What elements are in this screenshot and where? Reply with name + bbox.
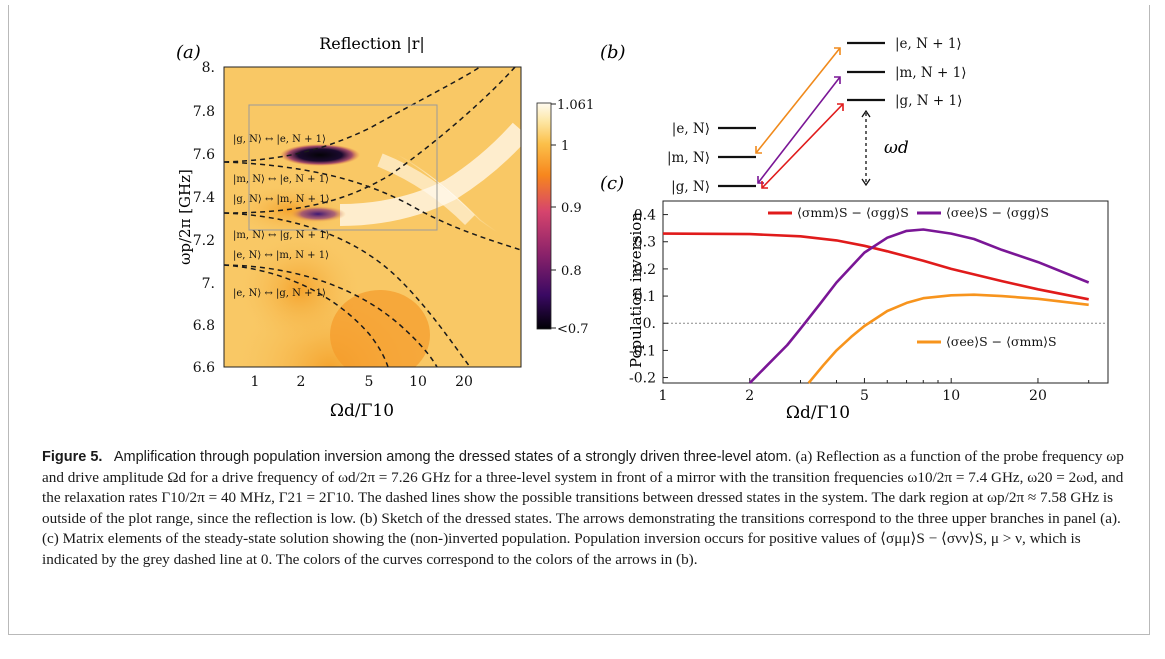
level-label: |e, N⟩ xyxy=(672,121,710,137)
colorbar-tick-label: 0.9 xyxy=(561,201,582,216)
y-tick-label: -0.2 xyxy=(629,371,656,387)
y-tick-label: 6.6 xyxy=(193,360,215,376)
x-tick-label: 1 xyxy=(659,388,668,404)
caption-label: Figure 5. xyxy=(42,449,103,465)
y-tick-label: 6.8 xyxy=(193,318,215,334)
panel-c-ylabel: Population inversion xyxy=(627,212,645,368)
panel-a: (a) Reflection |r| xyxy=(176,34,594,421)
transition-arrows xyxy=(755,47,844,189)
series-orange-line xyxy=(807,293,1089,384)
x-tick-label: 10 xyxy=(942,388,960,404)
panel-a-xlabel: Ωd/Γ10 xyxy=(330,401,394,421)
y-tick-label: 7.4 xyxy=(193,190,215,206)
colorbar-ticks: 1.061 1 0.9 0.8 <0.7 xyxy=(551,98,594,337)
level-label: |m, N⟩ xyxy=(667,150,710,166)
panel-a-label: (a) xyxy=(176,42,201,63)
x-tick-label: 20 xyxy=(455,374,473,390)
population-chart: 0.4 0.3 0.2 0.1 0. -0.1 -0.21 2 5 10 20 xyxy=(629,200,1109,404)
y-tick-label: 0.3 xyxy=(634,235,656,251)
transition-label: |g, N⟩ ↔ |e, N + 1⟩ xyxy=(233,134,326,145)
panel-a-title: Reflection |r| xyxy=(319,34,425,53)
plot-frame xyxy=(662,200,1109,384)
level-label: |e, N + 1⟩ xyxy=(895,36,962,52)
x-tick-label: 10 xyxy=(409,374,427,390)
y-tick-label: 7.8 xyxy=(193,104,215,120)
panel-b: (b) |e, N + 1⟩ |m, N + 1⟩ |g, N + 1⟩ |e,… xyxy=(600,36,967,195)
transition-label: |e, N⟩ ↔ |m, N + 1⟩ xyxy=(233,250,329,261)
arrow-purple xyxy=(757,76,841,184)
figure-caption: Figure 5. Amplification through populati… xyxy=(42,447,1132,571)
colorbar-tick-label: 0.8 xyxy=(561,264,582,279)
x-tick-label: 5 xyxy=(860,388,869,404)
panel-c-label: (c) xyxy=(600,173,624,194)
drive-label: ωd xyxy=(884,138,909,158)
legend-label: ⟨σee⟩S − ⟨σgg⟩S xyxy=(946,205,1049,220)
figure-frame xyxy=(8,5,1150,635)
x-tick-label: 2 xyxy=(297,374,306,390)
legend-label: ⟨σmm⟩S − ⟨σgg⟩S xyxy=(797,205,909,220)
heatmap-frame xyxy=(223,66,522,368)
series-purple-line xyxy=(748,228,1090,384)
reflection-heatmap: |g, N⟩ ↔ |e, N + 1⟩ |m, N⟩ ↔ |e, N + 1⟩ … xyxy=(224,67,521,367)
y-tick-label: 0.1 xyxy=(634,289,656,305)
colorbar xyxy=(536,102,552,330)
panel-a-ylabel: ωp/2π [GHz] xyxy=(176,169,194,265)
panel-c-xlabel: Ωd/Γ10 xyxy=(786,403,850,423)
x-tick-label: 20 xyxy=(1029,388,1047,404)
y-tick-label: 7.6 xyxy=(193,147,215,163)
y-tick-label: 0. xyxy=(643,316,656,332)
arrow-orange xyxy=(755,47,841,154)
level-label: |m, N + 1⟩ xyxy=(895,65,967,81)
panel-a-y-axis: 8. 7.8 7.6 7.4 7.2 7. 6.8 6.6 xyxy=(193,60,215,376)
y-tick-label: 0.2 xyxy=(634,262,656,278)
figure-graphic: (a) Reflection |r| xyxy=(176,34,1109,423)
y-tick-label: 7. xyxy=(202,276,215,292)
series-red-line xyxy=(662,232,1089,301)
x-tick-label: 5 xyxy=(365,374,374,390)
transition-label: |m, N⟩ ↔ |g, N + 1⟩ xyxy=(233,230,330,241)
y-tick-label: 8. xyxy=(202,60,215,76)
caption-title: Amplification through population inversi… xyxy=(113,449,792,465)
colorbar-tick-label: 1 xyxy=(561,139,569,154)
legend-label: ⟨σee⟩S − ⟨σmm⟩S xyxy=(946,334,1057,349)
panel-b-label: (b) xyxy=(600,42,626,63)
caption-body: (a) Reflection as a function of the prob… xyxy=(42,448,1124,568)
transition-label: |g, N⟩ ↔ |m, N + 1⟩ xyxy=(233,194,330,205)
panel-c: (c) Population inversion Ωd/Γ10 0.40.30.… xyxy=(600,173,1109,423)
x-tick-label: 2 xyxy=(745,388,754,404)
arrow-red xyxy=(761,103,844,189)
transition-label: |m, N⟩ ↔ |e, N + 1⟩ xyxy=(233,174,329,185)
energy-levels xyxy=(718,41,885,188)
colorbar-tick-label: <0.7 xyxy=(557,322,589,337)
transition-label: |e, N⟩ ↔ |g, N + 1⟩ xyxy=(233,288,326,299)
level-label: |g, N⟩ xyxy=(671,179,710,195)
y-tick-label: 0.4 xyxy=(634,208,656,224)
level-label: |g, N + 1⟩ xyxy=(895,93,962,109)
panel-a-x-axis: 1 2 5 10 20 xyxy=(251,374,473,390)
y-tick-label: 7.2 xyxy=(193,233,215,249)
colorbar-tick-label: 1.061 xyxy=(557,98,594,113)
x-tick-label: 1 xyxy=(251,374,260,390)
y-tick-label: -0.1 xyxy=(629,343,656,359)
chart-legend: ⟨σmm⟩S − ⟨σgg⟩S ⟨σee⟩S − ⟨σgg⟩S ⟨σee⟩S −… xyxy=(768,205,1057,349)
